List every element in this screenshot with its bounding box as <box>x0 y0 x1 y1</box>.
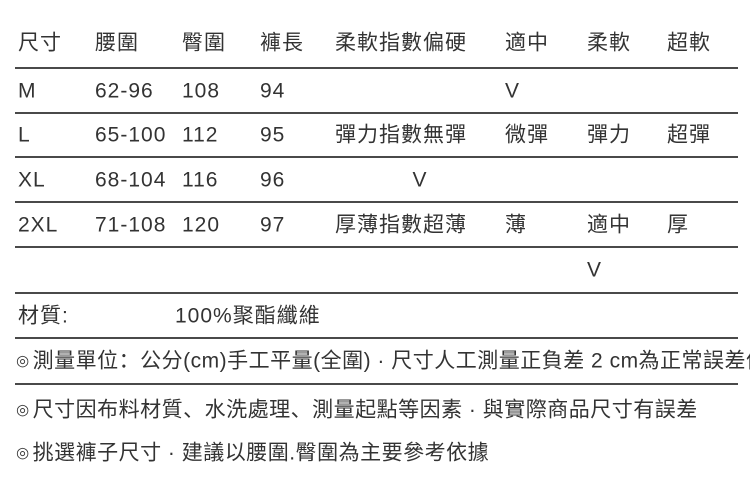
cell-size: M <box>18 78 37 102</box>
cell-level1: 薄 <box>505 212 527 236</box>
cell-level3: 厚 <box>667 212 689 236</box>
cell-size: L <box>18 123 31 147</box>
cell-length: 96 <box>260 167 286 191</box>
divider-line <box>15 201 738 203</box>
material-label: 材質: <box>18 303 69 327</box>
cell-level2: 彈力 <box>587 123 631 147</box>
table-row-xl: XL 68-104 116 96 V <box>15 158 738 201</box>
note-text: 測量單位：公分(cm)手工平量(全圍) · 尺寸人工測量正負差 2 cm為正常誤… <box>32 349 750 373</box>
table-row-m: M 62-96 108 94 V <box>15 69 738 112</box>
table-header-row: 尺寸 腰圍 臀圍 褲長 柔軟指數偏硬 適中 柔軟 超軟 <box>15 18 738 67</box>
note-bullet-icon: ◎ <box>16 401 30 419</box>
header-hip: 臀圍 <box>182 30 226 54</box>
material-row: 材質: 100%聚酯纖維 <box>15 294 738 337</box>
rating-check-mark: V <box>587 258 603 282</box>
header-softness-index: 柔軟指數偏硬 <box>335 30 467 54</box>
note-text: 挑選褲子尺寸 · 建議以腰圍.臀圍為主要參考依據 <box>32 441 490 465</box>
cell-level2: 適中 <box>587 212 631 236</box>
cell-length: 97 <box>260 212 286 236</box>
divider-line <box>15 337 738 339</box>
cell-waist: 71-108 <box>95 212 167 236</box>
divider-line <box>15 383 738 385</box>
cell-thickness-index: 厚薄指數超薄 <box>335 212 467 236</box>
cell-level1: 微彈 <box>505 123 549 147</box>
cell-hip: 112 <box>182 123 219 147</box>
cell-length: 95 <box>260 123 286 147</box>
note-row-advice: ◎ 挑選褲子尺寸 · 建議以腰圍.臀圍為主要參考依據 <box>15 432 738 474</box>
divider-line <box>15 246 738 248</box>
note-row-tolerance: ◎ 尺寸因布料材質、水洗處理、測量起點等因素 · 與實際商品尺寸有誤差 <box>15 388 738 432</box>
header-waist: 腰圍 <box>95 30 139 54</box>
divider-line <box>15 292 738 294</box>
note-text: 尺寸因布料材質、水洗處理、測量起點等因素 · 與實際商品尺寸有誤差 <box>32 398 698 422</box>
note-bullet-icon: ◎ <box>16 352 30 370</box>
cell-hip: 116 <box>182 167 219 191</box>
cell-waist: 65-100 <box>95 123 167 147</box>
rating-check-mark: V <box>412 167 428 191</box>
header-level-soft: 柔軟 <box>587 30 631 54</box>
cell-waist: 68-104 <box>95 167 167 191</box>
cell-waist: 62-96 <box>95 78 154 102</box>
cell-length: 94 <box>260 78 286 102</box>
table-row-2xl: 2XL 71-108 120 97 厚薄指數超薄 薄 適中 厚 <box>15 203 738 246</box>
divider-line <box>15 112 738 114</box>
material-value: 100%聚酯纖維 <box>175 303 321 327</box>
cell-level3: 超彈 <box>667 123 711 147</box>
divider-line <box>15 156 738 158</box>
table-row-l: L 65-100 112 95 彈力指數無彈 微彈 彈力 超彈 <box>15 114 738 156</box>
header-level-supersoft: 超軟 <box>667 30 711 54</box>
header-size: 尺寸 <box>18 30 62 54</box>
divider-line <box>15 67 738 69</box>
note-bullet-icon: ◎ <box>16 444 30 462</box>
cell-hip: 120 <box>182 212 221 236</box>
cell-size: XL <box>18 167 46 191</box>
header-length: 褲長 <box>260 30 304 54</box>
note-row-measure-unit: ◎ 測量單位：公分(cm)手工平量(全圍) · 尺寸人工測量正負差 2 cm為正常… <box>15 339 750 383</box>
cell-hip: 108 <box>182 78 221 102</box>
cell-size: 2XL <box>18 212 59 236</box>
table-row-rating: V <box>15 248 738 292</box>
rating-check-mark: V <box>505 78 521 102</box>
cell-elasticity-index: 彈力指數無彈 <box>335 123 467 147</box>
header-level-medium: 適中 <box>505 30 549 54</box>
